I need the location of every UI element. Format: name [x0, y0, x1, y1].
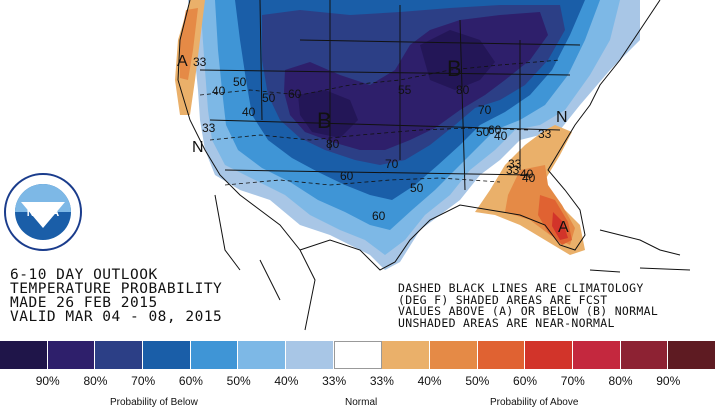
map-label-A-west: A	[177, 53, 188, 70]
legend-normal-label: Normal	[345, 397, 378, 408]
contour-label: 33	[193, 55, 207, 69]
climatology-lines	[199, 59, 561, 186]
title-line-2: TEMPERATURE PROBABILITY	[10, 281, 223, 297]
contour-label: 33	[506, 163, 520, 177]
region-above-se-60	[552, 212, 568, 240]
map-label-A-florida: A	[558, 219, 569, 236]
colorbar-swatch	[430, 341, 478, 369]
colorbar-tick-label: 40%	[417, 374, 442, 388]
colorbar-tick-label: 33%	[369, 374, 394, 388]
outlook-map: B B A A N N 33 40 50 33 40 50 60 70 80 6…	[175, 0, 691, 331]
colorbar-swatch	[573, 341, 621, 369]
colorbar-swatch	[0, 341, 48, 369]
notes-line-4: UNSHADED AREAS ARE NEAR-NORMAL	[398, 315, 615, 330]
colorbar-swatch	[286, 341, 334, 369]
map-label-B-east: B	[447, 56, 462, 81]
colorbar-tick-label: 90%	[656, 374, 681, 388]
notes-line-1: DASHED BLACK LINES ARE CLIMATOLOGY	[398, 281, 644, 295]
colorbar-swatch	[382, 341, 431, 369]
noaa-logo: NOAA	[4, 173, 82, 251]
colorbar-swatch	[47, 341, 96, 369]
colorbar-swatch	[238, 341, 287, 369]
boundaries	[177, 0, 691, 331]
forecast-title-block: 6-10 DAY OUTLOOK TEMPERATURE PROBABILITY…	[10, 267, 223, 325]
legend-below-label: Probability of Below	[110, 397, 198, 408]
region-below-90-b	[298, 90, 358, 138]
contour-label: 60	[288, 87, 302, 101]
contour-label: 60	[372, 209, 386, 223]
contour-label: 40	[212, 84, 226, 98]
contour-label: 40	[494, 129, 508, 143]
colorbar-swatch	[190, 341, 239, 369]
title-line-4: VALID MAR 04 - 08, 2015	[10, 309, 223, 325]
contour-label: 50	[410, 181, 424, 195]
colorbar-swatch	[668, 341, 716, 369]
colorbar-tick-label: 70%	[560, 374, 585, 388]
contour-label: 55	[398, 83, 412, 97]
region-above-west-40	[180, 8, 198, 80]
contour-label: 70	[385, 157, 399, 171]
colorbar-tick-label: 40%	[274, 374, 299, 388]
contour-label: 50	[233, 75, 247, 89]
contour-label: 60	[488, 123, 502, 137]
notes-line-3: VALUES ABOVE (A) OR BELOW (B) NORMAL	[398, 304, 659, 318]
contour-label: 33	[538, 127, 552, 141]
contour-label: 40	[520, 167, 534, 181]
contour-label: 40	[522, 171, 536, 185]
map-notes: DASHED BLACK LINES ARE CLIMATOLOGY (DEG …	[398, 281, 659, 330]
map-label-B-central: B	[317, 108, 332, 133]
contour-label: 60	[340, 169, 354, 183]
title-line-3: MADE 26 FEB 2015	[10, 295, 158, 311]
colorbar-swatch	[143, 341, 191, 369]
colorbar-tick-label: 80%	[83, 374, 108, 388]
noaa-logo-text: NOAA	[27, 207, 59, 219]
colorbar-tick-label: 70%	[131, 374, 156, 388]
colorbar-ticks: 90% 80% 70% 60% 50% 40% 33% 33% 40% 50% 60% 70% 80% 9…	[0, 374, 716, 390]
notes-line-2: (DEG F) SHADED AREAS ARE FCST	[398, 292, 608, 307]
colorbar-swatch	[620, 341, 669, 369]
contour-label: 50	[262, 91, 276, 105]
colorbar-tick-label: 50%	[226, 374, 251, 388]
contour-label: 80	[326, 137, 340, 151]
colorbar-tick-label: 50%	[465, 374, 490, 388]
contour-label: 33	[202, 121, 216, 135]
colorbar-tick-label: 60%	[513, 374, 538, 388]
contour-label: 80	[456, 83, 470, 97]
colorbar-tick-label: 90%	[35, 374, 60, 388]
probability-colorbar	[0, 341, 716, 369]
colorbar-swatch	[477, 341, 526, 369]
colorbar-tick-label: 33%	[322, 374, 347, 388]
contour-label: 70	[478, 103, 492, 117]
legend-above-label: Probability of Above	[490, 397, 579, 408]
map-label-N-west: N	[192, 139, 204, 156]
contour-label: 50	[476, 125, 490, 139]
colorbar-tick-label: 80%	[608, 374, 633, 388]
contour-label: 33	[508, 157, 522, 171]
title-line-1: 6-10 DAY OUTLOOK	[10, 267, 158, 283]
colorbar-swatch	[333, 341, 383, 369]
map-label-N-east: N	[556, 109, 568, 126]
contour-label: 40	[242, 105, 256, 119]
region-below-90	[420, 30, 495, 90]
colorbar-swatch	[525, 341, 574, 369]
colorbar-swatch	[95, 341, 144, 369]
colorbar-tick-label: 60%	[178, 374, 203, 388]
